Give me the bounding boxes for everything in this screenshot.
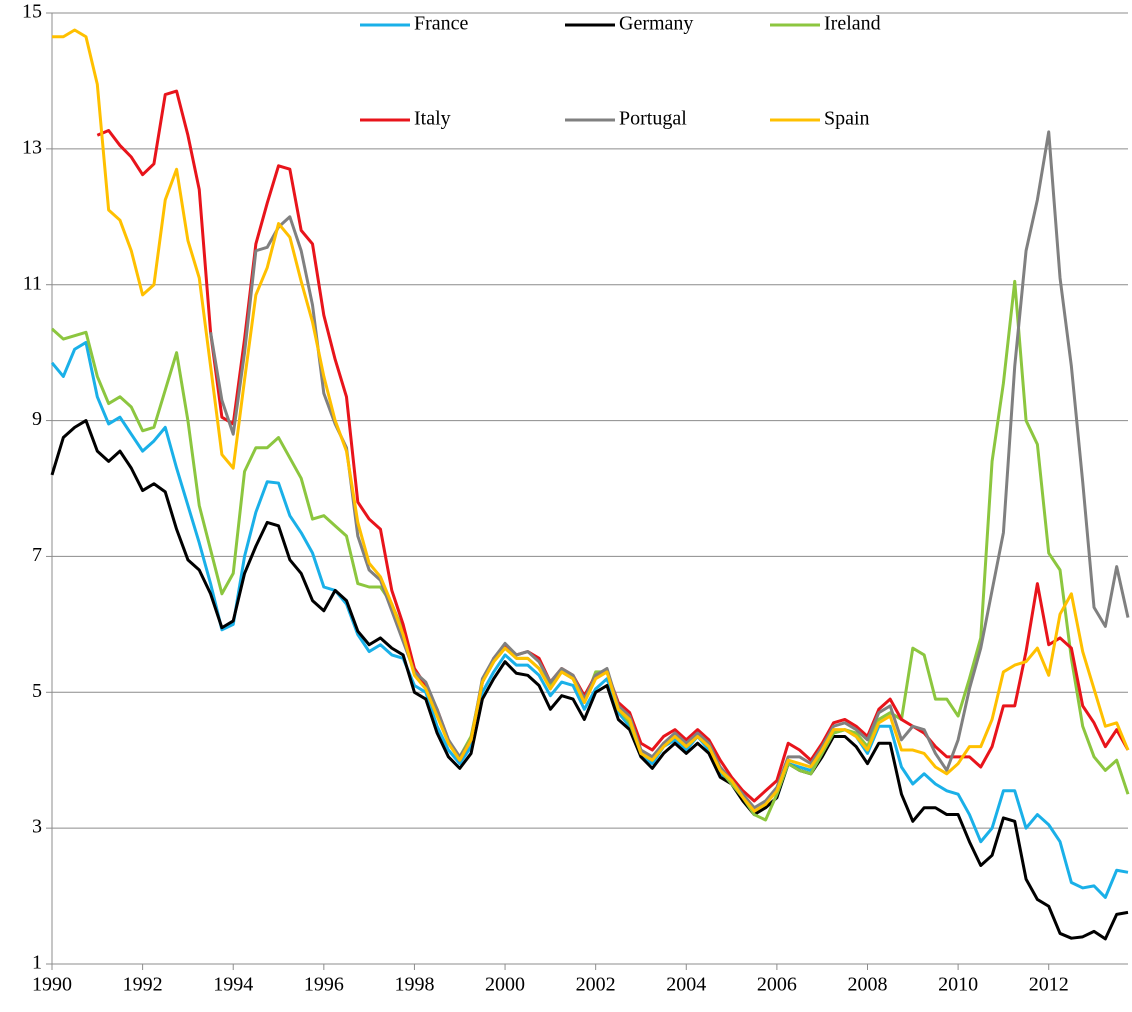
y-tick-label: 11 bbox=[23, 272, 42, 294]
series-line bbox=[52, 28, 1130, 813]
y-tick-label: 9 bbox=[32, 408, 42, 430]
x-tick-label: 2000 bbox=[485, 974, 525, 996]
y-tick-label: 7 bbox=[32, 544, 42, 566]
x-tick-label: 1998 bbox=[394, 974, 434, 996]
x-tick-label: 2008 bbox=[847, 974, 887, 996]
legend-label: Germany bbox=[619, 13, 693, 35]
x-tick-label: 2012 bbox=[1029, 974, 1069, 996]
y-tick-label: 3 bbox=[32, 816, 42, 838]
y-tick-label: 5 bbox=[32, 680, 42, 702]
x-tick-label: 2002 bbox=[576, 974, 616, 996]
legend-label: Italy bbox=[414, 108, 451, 130]
legend-label: Spain bbox=[824, 108, 870, 130]
legend-label: Ireland bbox=[824, 13, 881, 35]
series-line bbox=[50, 419, 1129, 941]
x-tick-label: 2004 bbox=[666, 974, 706, 996]
series-line bbox=[209, 130, 1130, 810]
legend-label: France bbox=[414, 13, 469, 35]
x-tick-label: 2006 bbox=[757, 974, 797, 996]
y-tick-label: 1 bbox=[32, 952, 42, 974]
x-tick-label: 1996 bbox=[304, 974, 344, 996]
series-line bbox=[50, 340, 1129, 899]
y-tick-label: 13 bbox=[22, 136, 42, 158]
x-tick-label: 1990 bbox=[32, 974, 72, 996]
x-tick-label: 1992 bbox=[123, 974, 163, 996]
y-tick-label: 15 bbox=[22, 1, 42, 23]
x-tick-label: 2010 bbox=[938, 974, 978, 996]
legend-label: Portugal bbox=[619, 108, 687, 130]
x-tick-label: 1994 bbox=[213, 974, 253, 996]
